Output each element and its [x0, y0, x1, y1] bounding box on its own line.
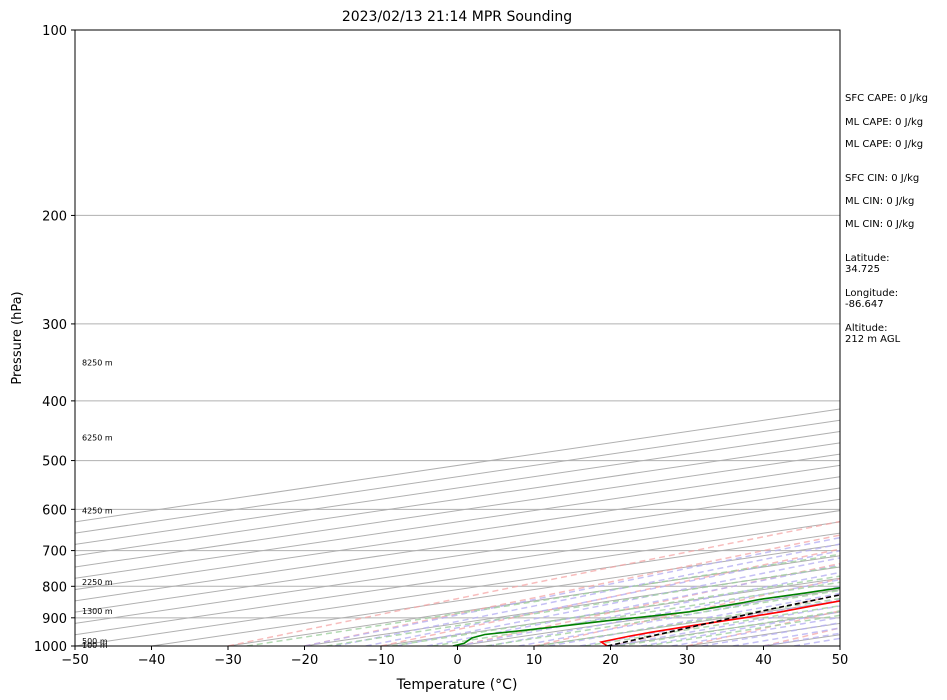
height-label: 2250 m — [82, 578, 113, 587]
y-tick-label: 400 — [42, 395, 67, 410]
altitude-value: 212 m AGL — [845, 334, 901, 345]
y-tick-label: 200 — [42, 209, 67, 224]
height-label: 8250 m — [82, 359, 113, 368]
y-tick-label: 800 — [42, 580, 67, 595]
dry-adiabat-line — [457, 562, 840, 646]
temperature-profile-line — [599, 600, 840, 646]
dry-adiabat-line — [533, 577, 840, 646]
x-tick-label: 30 — [679, 653, 696, 668]
moist-adiabat-line — [304, 536, 840, 646]
x-tick-label: 40 — [755, 653, 772, 668]
mixing-ratio-line — [326, 565, 840, 646]
longitude-label: Longitude: — [845, 288, 899, 299]
dewpoint-profile-line — [452, 586, 840, 646]
height-label: 500 m — [82, 637, 108, 646]
isotherm-line — [75, 431, 840, 545]
plot-frame — [74, 29, 841, 647]
moist-adiabat-line — [518, 585, 840, 646]
latitude-value: 34.725 — [845, 264, 880, 275]
tick-layer: −50 −40 −30 −20 −10 0 10 20 30 40 50 100 200 300 400 50… — [34, 24, 848, 668]
moist-adiabat-line — [549, 592, 840, 646]
grid-layer — [75, 30, 840, 646]
mixing-ratio-line — [246, 553, 840, 646]
ml-cape-text-2: ML CAPE: 0 J/kg — [845, 139, 924, 150]
isotherm-line — [75, 464, 840, 579]
x-tick-label: 50 — [832, 653, 849, 668]
moist-adiabat-line — [365, 550, 840, 646]
altitude-label: Altitude: — [845, 323, 888, 334]
chart-title: 2023/02/13 21:14 MPR Sounding — [342, 9, 572, 25]
x-tick-label: 10 — [526, 653, 543, 668]
x-tick-label: −30 — [214, 653, 241, 668]
moist-adiabat-line — [426, 564, 840, 646]
sfc-cape-text: SFC CAPE: 0 J/kg — [845, 93, 928, 104]
ml-cape-text: ML CAPE: 0 J/kg — [845, 117, 924, 128]
isotherm-line — [75, 532, 840, 646]
y-axis-label: Pressure (hPa) — [10, 291, 25, 384]
height-label: 6250 m — [82, 433, 113, 442]
isotherm-line — [75, 521, 840, 636]
x-tick-label: −50 — [61, 653, 88, 668]
isotherm-line — [75, 476, 840, 591]
y-tick-label: 100 — [42, 24, 67, 39]
x-tick-label: −10 — [367, 653, 394, 668]
moist-adiabat-line — [334, 543, 840, 646]
height-label: 100 m — [82, 641, 108, 650]
x-axis-label: Temperature (°C) — [396, 677, 518, 693]
isotherm-line — [75, 510, 840, 624]
dry-adiabat-line — [227, 520, 840, 646]
y-tick-label: 900 — [42, 612, 67, 627]
x-tick-label: 0 — [453, 653, 461, 668]
height-label: 1300 m — [82, 607, 113, 616]
isotherm-line — [227, 555, 840, 646]
y-tick-label: 500 — [42, 455, 67, 470]
y-tick-label: 600 — [42, 503, 67, 518]
sfc-cin-text: SFC CIN: 0 J/kg — [845, 173, 920, 184]
ml-cin-text: ML CIN: 0 J/kg — [845, 196, 915, 207]
isotherm-line — [75, 442, 840, 557]
isotherm-line — [75, 487, 840, 602]
data-layer — [452, 586, 840, 646]
longitude-value: -86.647 — [845, 299, 884, 310]
ml-cin-text-2: ML CIN: 0 J/kg — [845, 219, 915, 230]
y-tick-label: 1000 — [34, 640, 67, 655]
height-label: 4250 m — [82, 507, 113, 516]
moist-adiabat-line — [396, 557, 840, 646]
isotherm-line — [75, 453, 840, 568]
dry-adiabat-line — [304, 534, 840, 646]
x-tick-label: 20 — [602, 653, 619, 668]
x-tick-label: −40 — [138, 653, 165, 668]
y-tick-label: 700 — [42, 545, 67, 560]
moist-adiabat-line — [487, 578, 840, 646]
x-tick-label: −20 — [291, 653, 318, 668]
moist-adiabat-line — [457, 571, 840, 646]
isotherm-line — [75, 498, 840, 613]
y-tick-label: 300 — [42, 318, 67, 333]
latitude-label: Latitude: — [845, 253, 890, 264]
